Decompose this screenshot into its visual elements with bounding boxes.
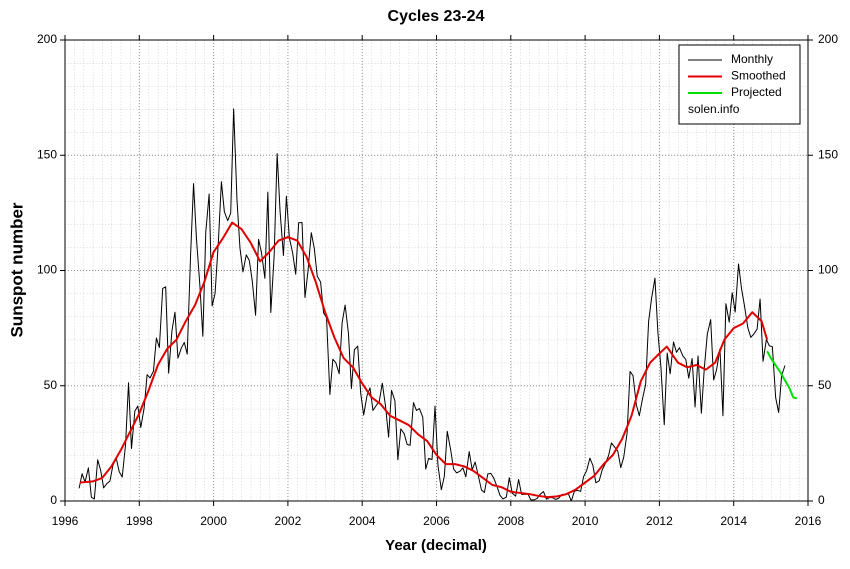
y-tick-label: 0 [50, 493, 57, 507]
x-tick-label: 1998 [126, 514, 153, 528]
x-tick-label: 2002 [275, 514, 302, 528]
x-tick-label: 2008 [497, 514, 524, 528]
y2-tick-label: 0 [818, 493, 825, 507]
x-tick-label: 2012 [646, 514, 673, 528]
chart-title: Cycles 23-24 [388, 8, 485, 25]
plot-lines [78, 108, 798, 502]
x-tick-label: 2006 [423, 514, 450, 528]
series-line [79, 221, 769, 499]
y2-tick-label: 200 [818, 32, 838, 46]
legend: solen.info Monthly Smoothed Projected [678, 44, 801, 125]
x-tick-label: 2016 [795, 514, 822, 528]
y2-tick-label: 150 [818, 147, 838, 161]
x-tick-label: 1996 [52, 514, 79, 528]
series-line [766, 350, 798, 400]
y-tick-label: 50 [44, 378, 58, 392]
annotation: solen.info [688, 102, 740, 116]
y-tick-label: 200 [37, 32, 57, 46]
x-tick-label: 2014 [720, 514, 747, 528]
y-tick-label: 150 [37, 147, 57, 161]
x-axis-label: Year (decimal) [385, 537, 487, 554]
y-tick-label: 100 [37, 263, 57, 277]
x-tick-label: 2010 [572, 514, 599, 528]
legend-box [678, 44, 801, 125]
x-tick-label: 2000 [200, 514, 227, 528]
y2-tick-label: 50 [818, 378, 832, 392]
legend-label: Monthly [731, 52, 773, 66]
y2-tick-label: 100 [818, 263, 838, 277]
legend-label: Smoothed [731, 69, 786, 83]
y-axis-label: Sunspot number [7, 202, 26, 337]
legend-label: Projected [731, 85, 782, 99]
x-tick-label: 2004 [349, 514, 376, 528]
series-line [78, 108, 786, 502]
